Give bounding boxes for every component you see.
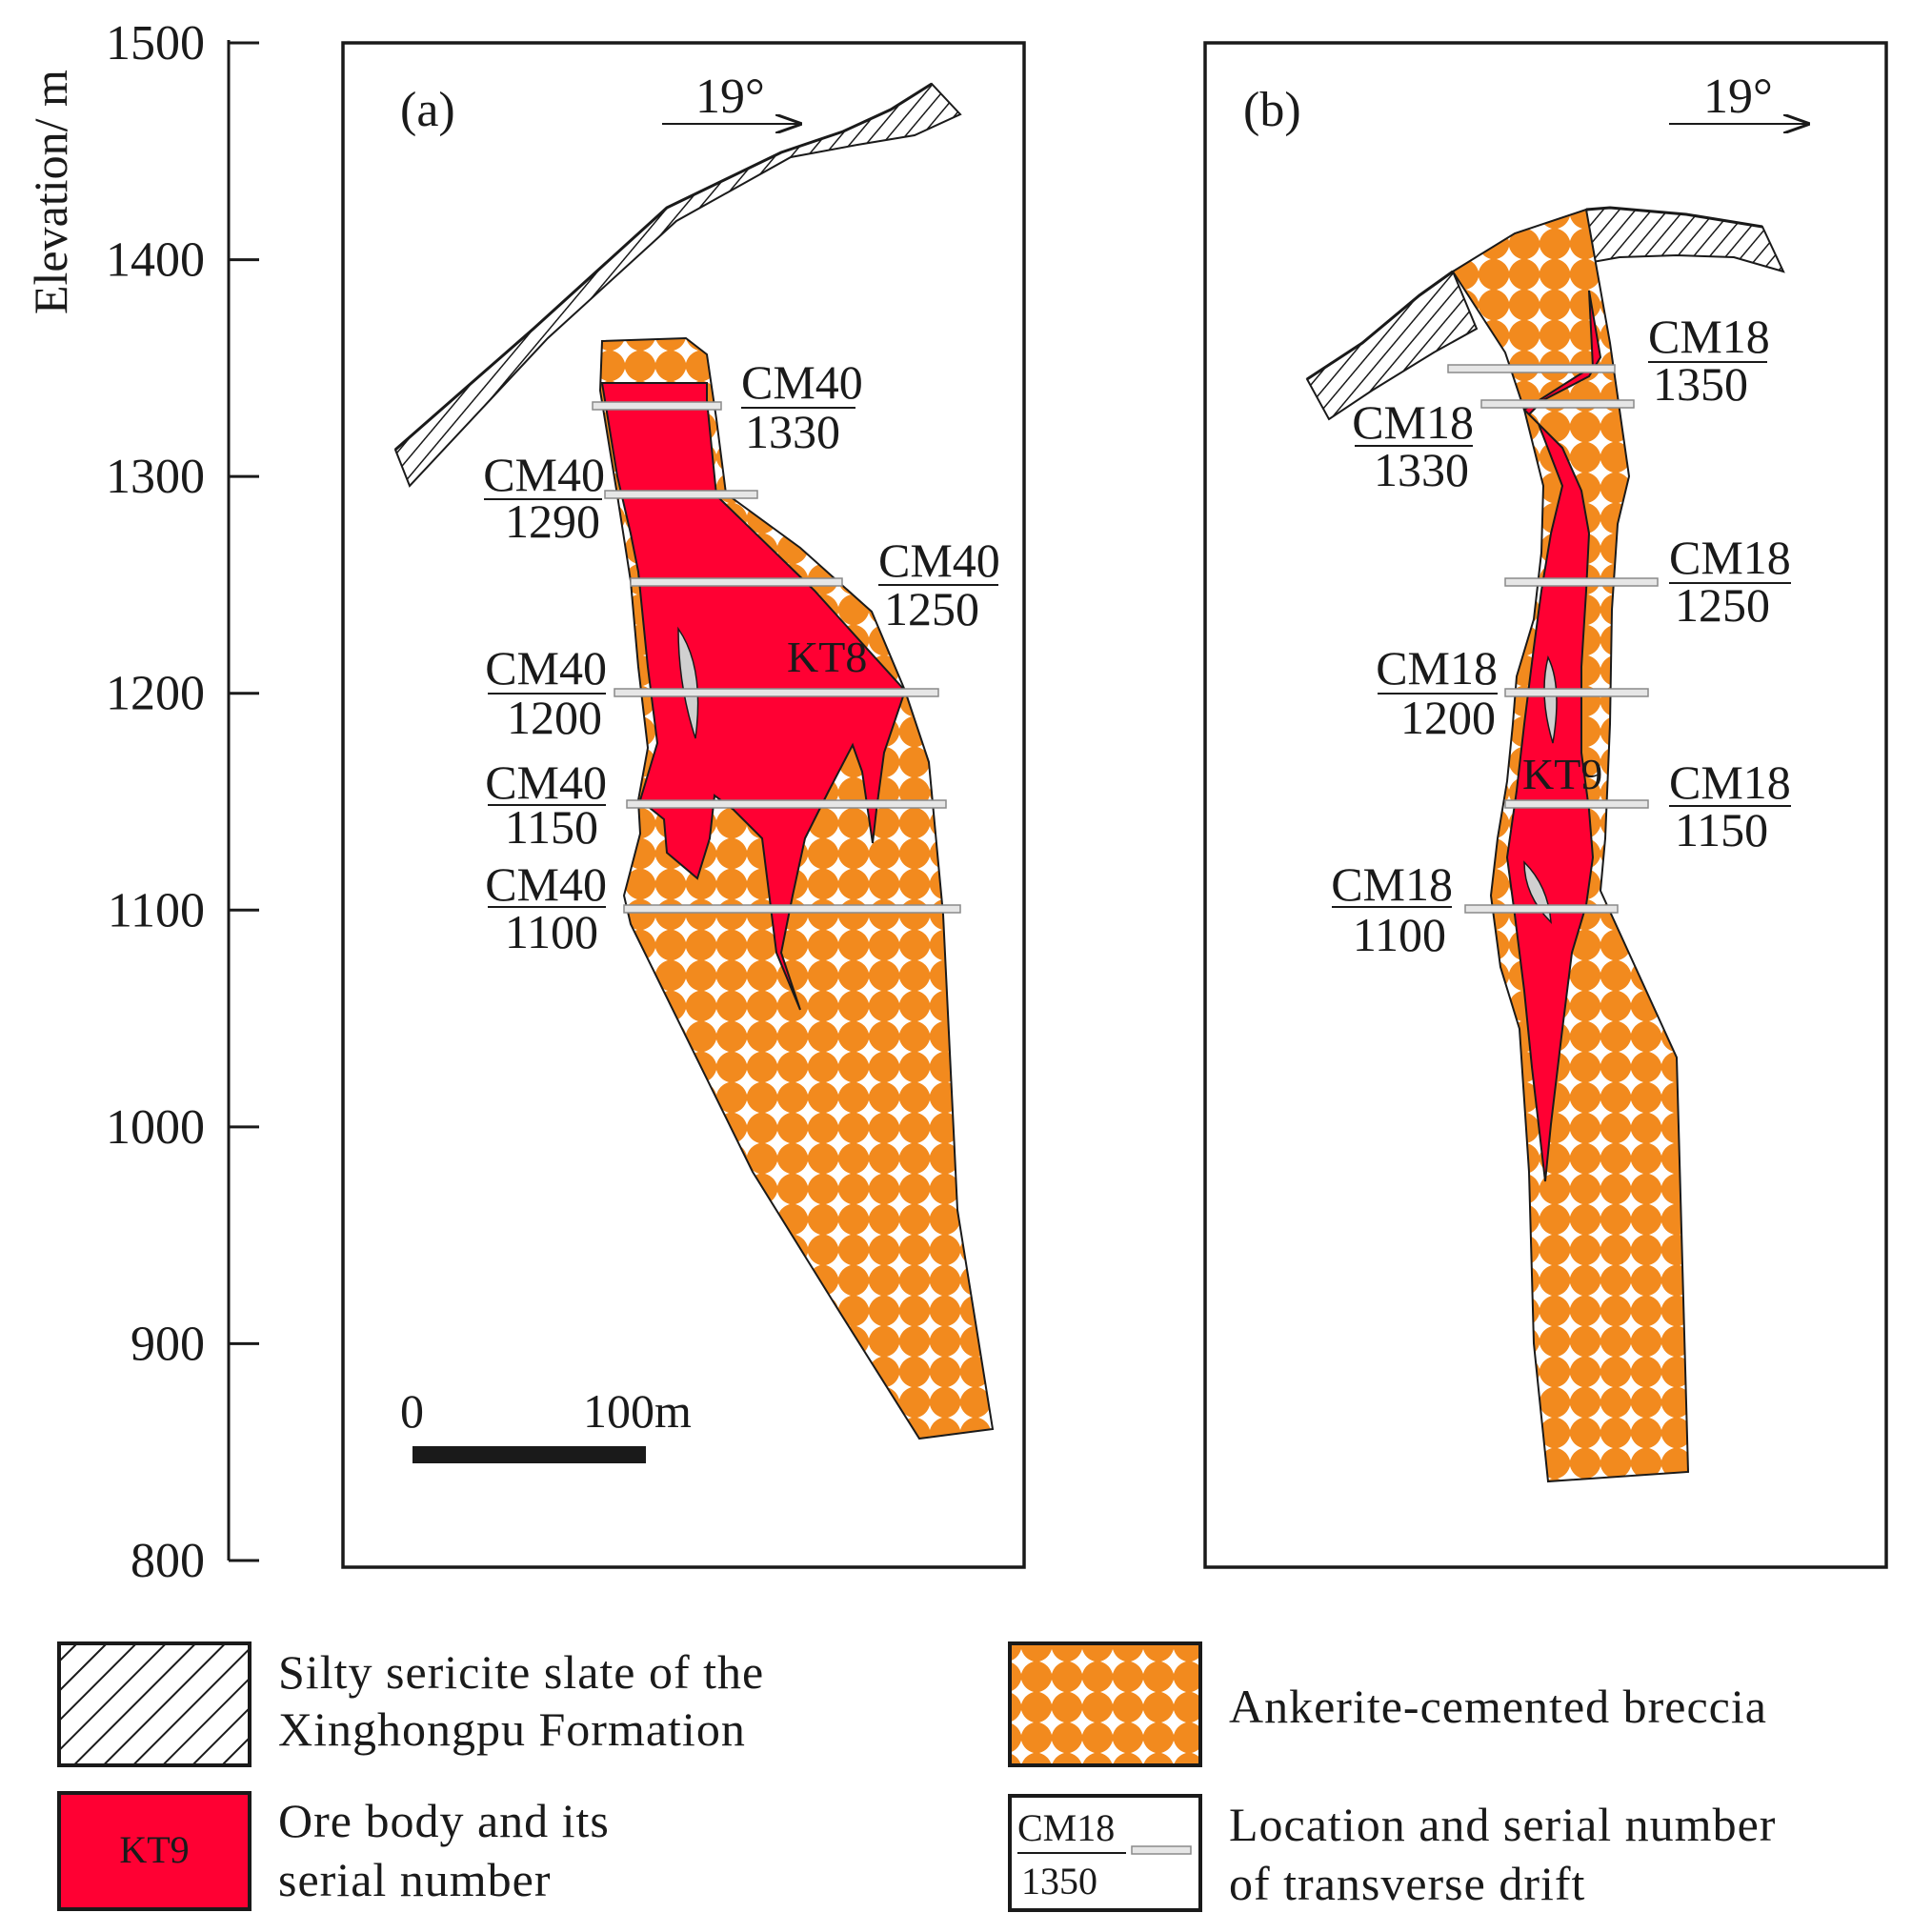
panel-a-gray-lens — [677, 626, 699, 739]
drift-label-name: CM40 — [485, 857, 607, 911]
legend-drift-line2: of transverse drift — [1229, 1857, 1585, 1910]
panel-b-slate-right — [1584, 206, 1785, 273]
legend-swatch-breccia — [1008, 1641, 1202, 1767]
panel-b-surface-line-left — [1306, 270, 1454, 381]
y-tick-label: 1100 — [108, 883, 205, 937]
drift-b-1200 — [1504, 688, 1649, 697]
panel-b-drift-labels: CM18 1350 CM18 1330 CM18 1250 CM18 1200 … — [1331, 310, 1791, 961]
drift-a-1150 — [626, 799, 947, 809]
legend-ore-line2: serial number — [278, 1853, 552, 1906]
drift-label-elev: 1330 — [1374, 443, 1469, 496]
legend-drift-name: CM18 — [1017, 1806, 1115, 1849]
legend-swatch-ore — [57, 1791, 252, 1911]
legend-item-drift: CM18 1350 Location and serial number of … — [1008, 1794, 1776, 1912]
legend-ore-line1: Ore body and its — [278, 1794, 610, 1847]
panel-b-ore-label: KT9 — [1522, 750, 1602, 798]
drift-label-elev: 1330 — [745, 405, 840, 458]
panel-b-gray-lens-1 — [1543, 654, 1558, 744]
drift-label-name: CM18 — [1331, 857, 1453, 911]
drift-a-1100 — [623, 904, 961, 914]
legend-slate-line2: Xinghongpu Formation — [278, 1702, 746, 1756]
drift-label-elev: 1200 — [1400, 691, 1496, 744]
legend-slate-line1: Silty sericite slate of the — [278, 1645, 764, 1699]
drift-label-name: CM40 — [741, 355, 863, 409]
panel-b-label: (b) — [1243, 83, 1301, 137]
drift-label-name: CM18 — [1669, 531, 1791, 584]
panel-a-drift-labels: CM40 1330 CM40 1290 CM40 1250 CM40 1200 … — [483, 355, 1000, 958]
legend-item-ore: KT9 Ore body and its serial number — [57, 1791, 610, 1911]
drift-label-name: CM40 — [483, 448, 605, 501]
drift-label-name: CM18 — [1648, 310, 1770, 363]
panel-a-drifts — [592, 401, 961, 914]
panel-b-angle: 19° — [1703, 70, 1773, 124]
drift-b-1150 — [1504, 799, 1649, 809]
legend: Silty sericite slate of the Xinghongpu F… — [57, 1641, 1776, 1912]
y-tick-label: 800 — [131, 1534, 205, 1588]
drift-label-name: CM18 — [1669, 755, 1791, 809]
panel-b-surface-line-right — [1585, 206, 1763, 229]
y-axis: 1500 1400 1300 1200 1100 1000 900 800 Elevation… — [24, 16, 259, 1588]
scale-bar-end: 100m — [583, 1384, 692, 1438]
drift-label-elev: 1150 — [505, 800, 598, 854]
panel-a: (a) 19° KT8 CM40 1330 CM40 1290 — [341, 41, 1026, 1569]
scale-bar-line — [413, 1446, 646, 1463]
scale-bar: 0 100m — [400, 1384, 692, 1463]
drift-label-elev: 1250 — [884, 582, 979, 635]
y-tick-label: 1200 — [106, 667, 205, 721]
scale-bar-zero: 0 — [400, 1384, 424, 1438]
y-tick-label: 1000 — [106, 1100, 205, 1155]
panel-b-drifts — [1447, 364, 1659, 914]
panel-a-label: (a) — [400, 83, 455, 137]
panel-b-frame — [1203, 41, 1888, 1569]
drift-a-1250 — [630, 577, 843, 587]
drift-label-elev: 1100 — [1353, 908, 1446, 961]
drift-a-1290 — [604, 490, 758, 499]
drift-label-elev: 1250 — [1675, 578, 1770, 632]
drift-label-name: CM18 — [1376, 641, 1498, 695]
drift-label-name: CM40 — [485, 641, 607, 695]
drift-b-1350 — [1447, 364, 1616, 373]
drift-b-1250 — [1504, 577, 1659, 587]
legend-breccia: Ankerite-cemented breccia — [1229, 1680, 1767, 1733]
drift-label-elev: 1200 — [507, 691, 602, 744]
panel-a-surface-line — [394, 82, 933, 452]
legend-swatch-ore-label: KT9 — [119, 1828, 189, 1871]
legend-drift-bar — [1131, 1845, 1192, 1855]
drift-b-1330 — [1480, 399, 1635, 409]
drift-label-elev: 1100 — [505, 905, 598, 958]
legend-swatch-slate — [57, 1641, 252, 1767]
drift-a-1200 — [614, 688, 939, 697]
y-tick-label: 1400 — [106, 233, 205, 288]
y-tick-label: 900 — [131, 1317, 205, 1371]
legend-item-breccia: Ankerite-cemented breccia — [1008, 1641, 1767, 1767]
drift-label-elev: 1150 — [1675, 803, 1768, 856]
drift-b-1100 — [1464, 904, 1619, 914]
drift-label-elev: 1290 — [505, 494, 600, 548]
drift-label-name: CM18 — [1352, 395, 1474, 449]
y-tick-label: 1300 — [106, 450, 205, 504]
y-axis-ticks: 1500 1400 1300 1200 1100 1000 900 800 — [106, 16, 259, 1588]
legend-drift-elev: 1350 — [1021, 1860, 1097, 1903]
drift-label-name: CM40 — [485, 755, 607, 809]
legend-drift-line1: Location and serial number — [1229, 1798, 1776, 1851]
panel-a-angle: 19° — [695, 70, 765, 124]
drift-a-1330 — [592, 401, 722, 411]
y-tick-label: 1500 — [106, 16, 205, 70]
drift-label-name: CM40 — [878, 534, 1000, 587]
panel-b: (b) 19° KT9 CM18 1350 CM18 — [1203, 41, 1888, 1569]
y-axis-title: Elevation/ m — [24, 70, 77, 314]
drift-label-elev: 1350 — [1653, 357, 1748, 411]
panel-a-ore-label: KT8 — [787, 633, 867, 681]
panel-a-frame — [341, 41, 1026, 1569]
legend-item-slate: Silty sericite slate of the Xinghongpu F… — [57, 1641, 764, 1767]
